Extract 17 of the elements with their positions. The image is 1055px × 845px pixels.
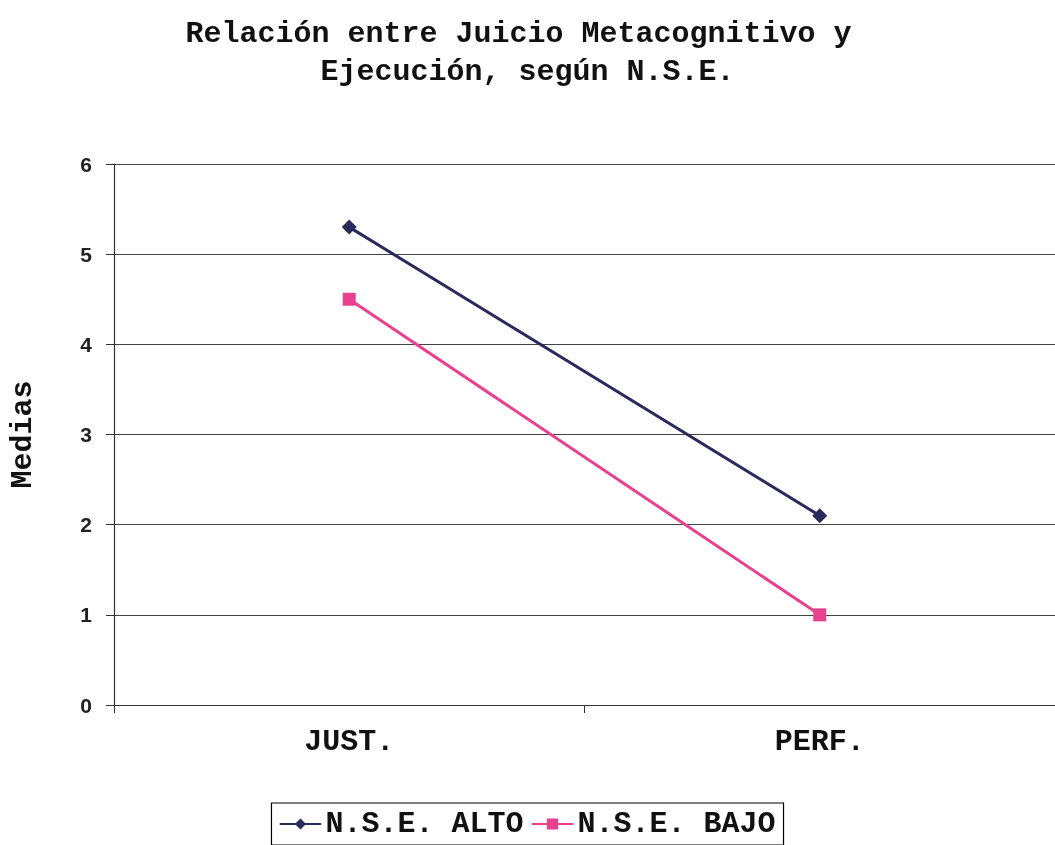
y-tick-label: 4 xyxy=(80,332,93,356)
y-tick-label: 3 xyxy=(80,423,92,446)
y-tick-label: 2 xyxy=(80,513,92,537)
chart-title: Relación entre Juicio Metacognitivo y Ejecución, según N.S.E. xyxy=(185,17,870,89)
point xyxy=(812,508,828,524)
y-tick-label: 6 xyxy=(80,152,92,176)
legend-label: N.S.E. BAJO xyxy=(577,807,776,841)
legend-label: N.S.E. ALTO xyxy=(325,807,524,841)
y-tick-label: 1 xyxy=(80,603,93,627)
point xyxy=(342,292,356,306)
x-tick-label: PERF. xyxy=(774,725,865,759)
y-tick-label: 0 xyxy=(80,693,92,717)
x-tick-label: JUST. xyxy=(304,725,395,759)
y-axis-title: Medias xyxy=(6,380,40,489)
point xyxy=(813,608,827,622)
y-tick-label: 5 xyxy=(80,242,93,266)
point xyxy=(341,219,357,235)
